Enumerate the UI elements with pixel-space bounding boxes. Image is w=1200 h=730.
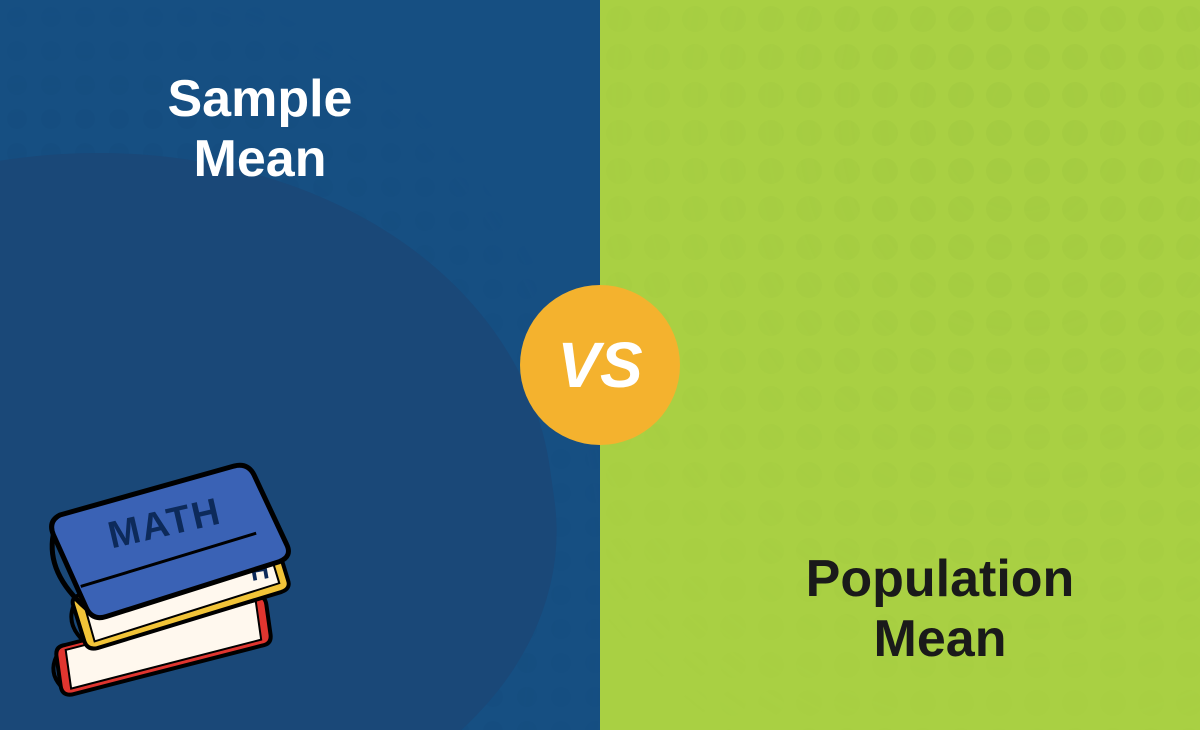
books-icon: H MATH [20, 460, 320, 720]
comparison-infographic: Sample Mean H MATH [0, 0, 1200, 730]
vs-label: VS [557, 328, 642, 402]
right-title-line2: Mean [874, 610, 1007, 668]
vs-badge: VS [520, 285, 680, 445]
right-title-line1: Population [806, 550, 1075, 608]
right-title: Population Mean [680, 550, 1200, 670]
left-title: Sample Mean [0, 70, 520, 190]
right-panel: Population Mean [600, 0, 1200, 730]
left-panel: Sample Mean H MATH [0, 0, 600, 730]
left-title-line2: Mean [194, 130, 327, 188]
left-title-line1: Sample [168, 70, 353, 128]
